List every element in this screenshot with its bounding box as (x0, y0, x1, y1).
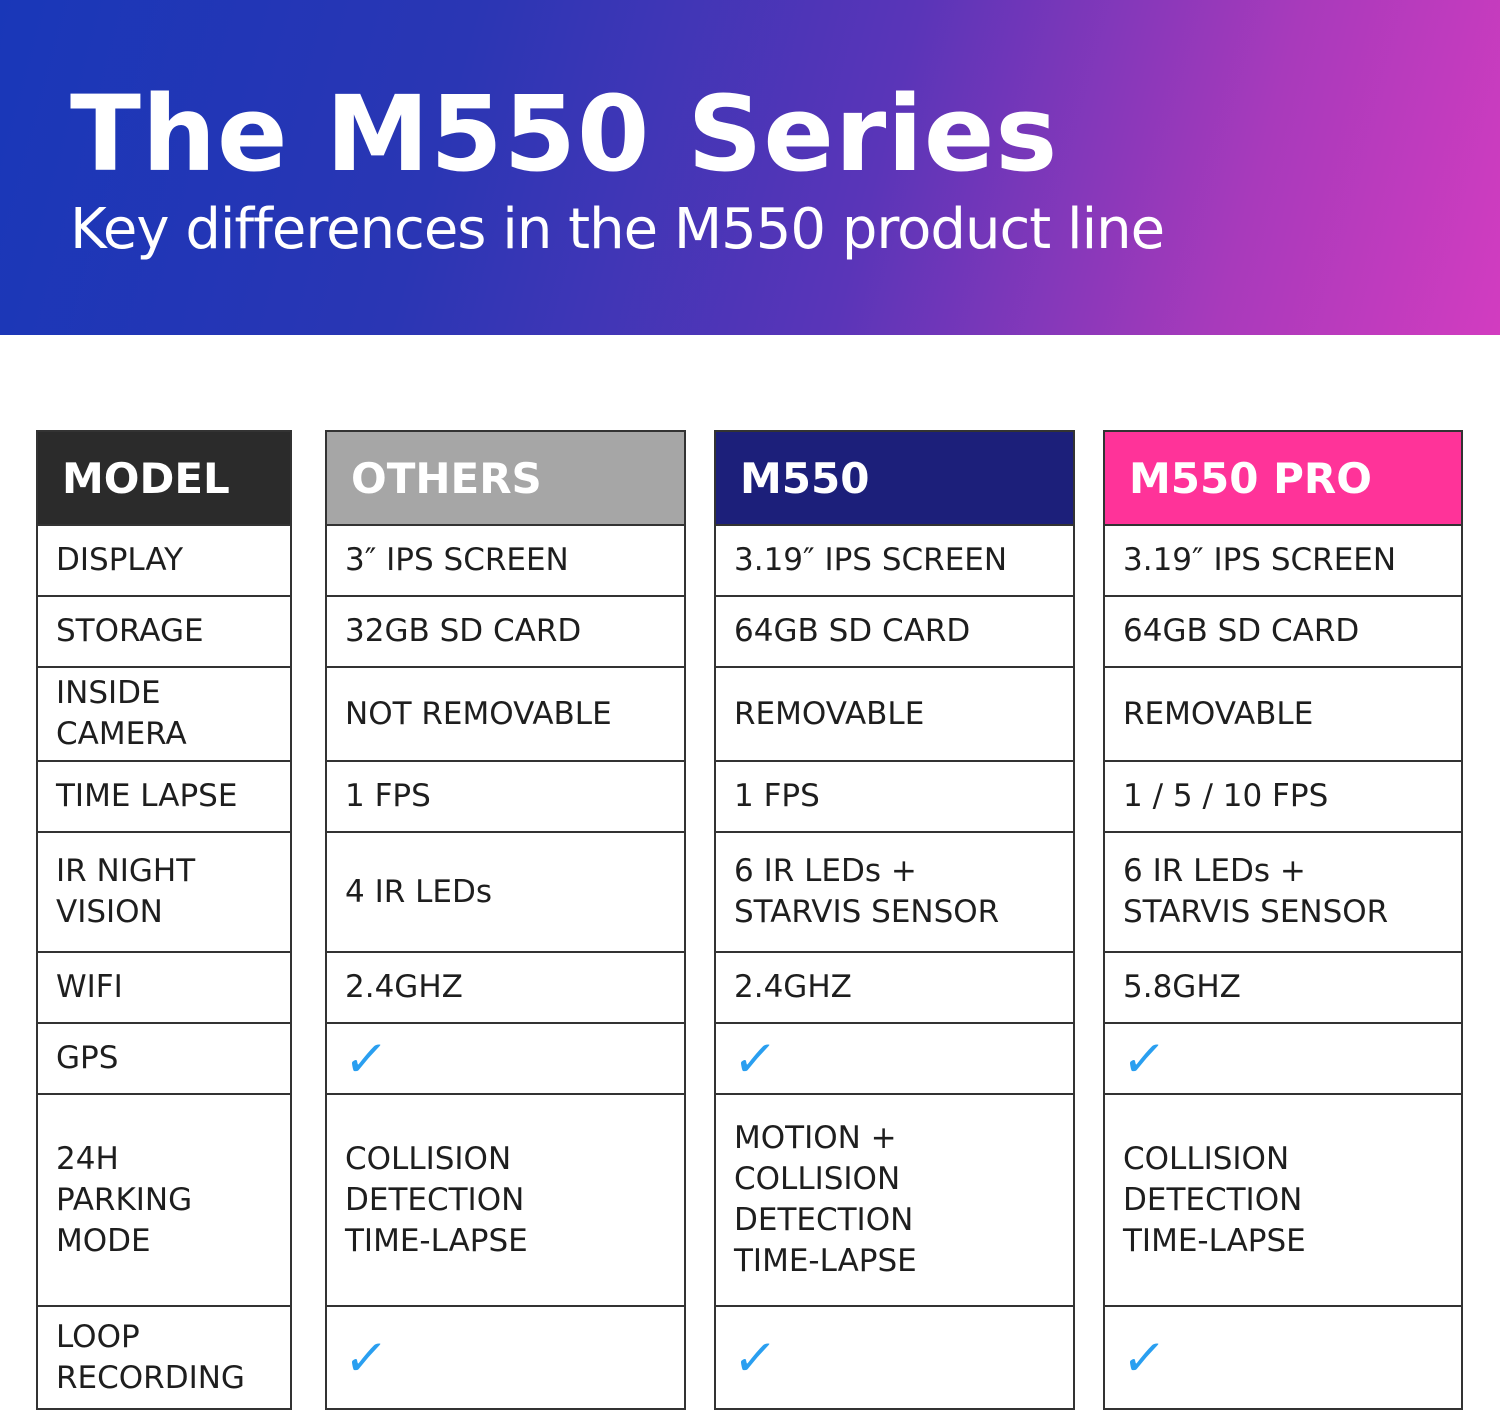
column-model: MODEL DISPLAY STORAGE INSIDE CAMERA TIME LAP… (36, 430, 292, 1410)
table-cell: 6 IR LEDs + STARVIS SENSOR (1105, 833, 1461, 953)
table-cell: TIME LAPSE (38, 762, 290, 833)
table-cell: REMOVABLE (1105, 668, 1461, 762)
column-m550: M550 3.19″ IPS SCREEN 64GB SD CARD REMOVABL… (714, 430, 1075, 1410)
checkmark-icon: ✓ (1118, 1029, 1169, 1088)
table-cell: GPS (38, 1024, 290, 1095)
table-cell: 6 IR LEDs + STARVIS SENSOR (716, 833, 1073, 953)
checkmark-icon: ✓ (1118, 1328, 1169, 1387)
table-cell: WIFI (38, 953, 290, 1024)
checkmark-icon: ✓ (340, 1029, 391, 1088)
table-cell: 3.19″ IPS SCREEN (716, 526, 1073, 597)
table-cell: 2.4GHZ (327, 953, 684, 1024)
table-cell: 1 / 5 / 10 FPS (1105, 762, 1461, 833)
table-cell: ✓ (716, 1024, 1073, 1095)
table-cell: 64GB SD CARD (1105, 597, 1461, 668)
table-cell: 24H PARKING MODE (38, 1095, 290, 1307)
table-cell: IR NIGHT VISION (38, 833, 290, 953)
column-others: OTHERS 3″ IPS SCREEN 32GB SD CARD NOT REMOV… (325, 430, 686, 1410)
table-cell: ✓ (327, 1307, 684, 1408)
column-header-m550pro: M550 PRO (1105, 432, 1461, 526)
page-subtitle: Key differences in the M550 product line (70, 197, 1165, 262)
table-cell: DISPLAY (38, 526, 290, 597)
table-cell: 3″ IPS SCREEN (327, 526, 684, 597)
header-banner: The M550 Series Key differences in the M… (0, 0, 1500, 335)
column-header-model: MODEL (38, 432, 290, 526)
table-cell: NOT REMOVABLE (327, 668, 684, 762)
column-header-others: OTHERS (327, 432, 684, 526)
table-cell: 32GB SD CARD (327, 597, 684, 668)
table-cell: STORAGE (38, 597, 290, 668)
table-cell: 2.4GHZ (716, 953, 1073, 1024)
table-cell: LOOP RECORDING (56, 1318, 245, 1396)
table-cell: COLLISION DETECTION TIME-LAPSE (327, 1095, 684, 1307)
table-cell: 1 FPS (716, 762, 1073, 833)
checkmark-icon: ✓ (729, 1328, 780, 1387)
table-cell: ✓ (327, 1024, 684, 1095)
table-cell: MOTION + COLLISION DETECTION TIME-LAPSE (716, 1095, 1073, 1307)
table-cell: INSIDE CAMERA (38, 668, 290, 762)
table-cell: ✓ (1105, 1024, 1461, 1095)
table-cell: 3.19″ IPS SCREEN (1105, 526, 1461, 597)
table-cell: ✓ (716, 1307, 1073, 1408)
table-cell: REMOVABLE (716, 668, 1073, 762)
table-cell: ✓ (1105, 1307, 1461, 1408)
table-cell: 64GB SD CARD (716, 597, 1073, 668)
column-m550pro: M550 PRO 3.19″ IPS SCREEN 64GB SD CARD REMO… (1103, 430, 1463, 1410)
table-cell: 1 FPS (327, 762, 684, 833)
column-header-m550: M550 (716, 432, 1073, 526)
table-cell: COLLISION DETECTION TIME-LAPSE (1105, 1095, 1461, 1307)
checkmark-icon: ✓ (340, 1328, 391, 1387)
table-cell: 4 IR LEDs (327, 833, 684, 953)
page-title: The M550 Series (70, 73, 1059, 195)
table-cell: 5.8GHZ (1105, 953, 1461, 1024)
checkmark-icon: ✓ (729, 1029, 780, 1088)
